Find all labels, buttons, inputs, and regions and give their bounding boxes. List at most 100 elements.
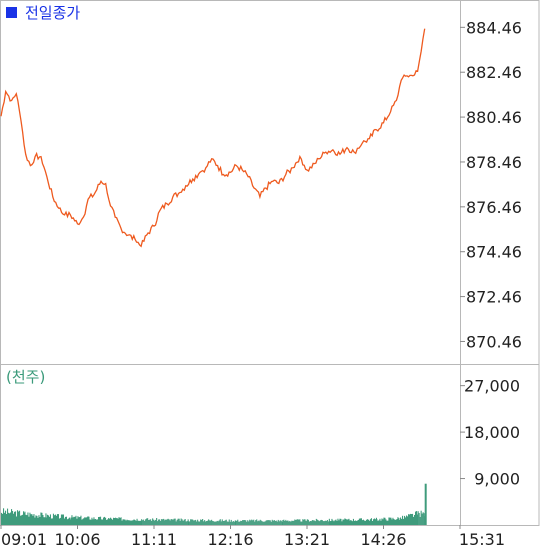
volume-bar <box>88 516 90 525</box>
volume-bar <box>377 520 379 525</box>
volume-bar <box>348 518 350 525</box>
volume-bar <box>223 520 225 525</box>
volume-bar <box>154 520 156 525</box>
volume-bar <box>321 520 323 525</box>
volume-bar <box>4 512 6 525</box>
volume-bar <box>151 520 153 525</box>
volume-bar <box>415 511 417 525</box>
volume-bar <box>77 516 79 525</box>
chart-frame <box>0 0 540 526</box>
volume-bar <box>285 519 287 525</box>
volume-bar <box>39 517 41 525</box>
price-series <box>0 28 426 248</box>
volume-bar <box>280 520 282 525</box>
volume-bar <box>255 520 257 525</box>
legend-swatch <box>6 6 17 18</box>
volume-bar <box>29 512 31 525</box>
volume-bar <box>15 511 17 525</box>
volume-bar <box>176 519 178 525</box>
volume-bar <box>51 518 53 525</box>
volume-bar <box>143 519 145 525</box>
volume-bar <box>251 519 253 525</box>
volume-bar <box>337 518 339 525</box>
volume-bar <box>135 520 137 525</box>
volume-bar <box>257 521 259 525</box>
volume-bar <box>246 521 248 525</box>
volume-bar <box>245 520 247 525</box>
volume-bar <box>178 518 180 525</box>
volume-bar <box>160 520 162 525</box>
volume-bar <box>242 520 244 525</box>
volume-bar <box>318 521 320 525</box>
volume-bar <box>372 519 374 525</box>
volume-bar <box>123 519 125 525</box>
volume-bar <box>262 521 264 525</box>
volume-bar <box>43 517 45 525</box>
volume-bar <box>193 520 195 525</box>
volume-bar <box>392 517 394 525</box>
volume-bar <box>134 520 136 525</box>
volume-bar <box>163 518 165 525</box>
volume-bar <box>387 520 389 525</box>
volume-bar <box>351 520 353 525</box>
volume-bar <box>358 518 360 525</box>
volume-bar <box>221 519 223 525</box>
volume-bar <box>122 519 124 525</box>
volume-bar <box>198 521 200 525</box>
volume-bar <box>357 519 359 525</box>
volume-bar <box>386 520 388 525</box>
volume-bar <box>34 517 36 525</box>
volume-bar <box>199 521 201 525</box>
volume-bar <box>396 519 398 525</box>
volume-series <box>1 483 427 525</box>
volume-bar <box>342 519 344 525</box>
volume-bar <box>100 516 102 525</box>
volume-bar <box>137 520 139 525</box>
volume-bar <box>106 519 108 525</box>
volume-bar <box>277 519 279 525</box>
volume-bar <box>416 511 418 525</box>
volume-bar <box>319 520 321 525</box>
volume-bar <box>189 521 191 525</box>
volume-bar <box>11 509 13 525</box>
price-y-tick-label: 878.46 <box>466 153 522 172</box>
volume-bar <box>145 519 147 525</box>
volume-bar <box>108 518 110 525</box>
volume-bar <box>302 519 304 525</box>
volume-bar <box>409 514 411 525</box>
volume-bar <box>32 515 34 525</box>
volume-bar <box>218 520 220 525</box>
volume-bar <box>328 518 330 525</box>
volume-bar <box>3 508 5 525</box>
volume-bar <box>31 514 33 525</box>
volume-bar <box>169 520 171 525</box>
volume-bar <box>183 519 185 525</box>
volume-bar <box>91 517 93 525</box>
volume-bar <box>367 519 369 525</box>
volume-bar <box>21 515 23 525</box>
volume-bar <box>194 520 196 525</box>
volume-bar <box>243 520 245 525</box>
volume-bar <box>307 519 309 525</box>
volume-bar <box>288 521 290 525</box>
volume-bar <box>76 518 78 525</box>
volume-bar <box>244 520 246 525</box>
volume-bar <box>180 518 182 525</box>
volume-bar <box>334 520 336 525</box>
volume-bar <box>308 521 310 525</box>
volume-bar <box>92 519 94 525</box>
volume-bar <box>44 517 46 525</box>
volume-bar <box>360 518 362 525</box>
volume-bar <box>146 518 148 525</box>
volume-bar <box>171 519 173 525</box>
volume-bar <box>99 516 101 525</box>
volume-bar <box>144 521 146 525</box>
volume-bar <box>284 521 286 525</box>
volume-bar <box>19 510 21 525</box>
volume-bar <box>230 519 232 525</box>
volume-bar <box>410 513 412 525</box>
volume-bar <box>60 514 62 525</box>
volume-bar <box>373 518 375 525</box>
volume-bar <box>276 521 278 525</box>
volume-bar <box>260 520 262 525</box>
